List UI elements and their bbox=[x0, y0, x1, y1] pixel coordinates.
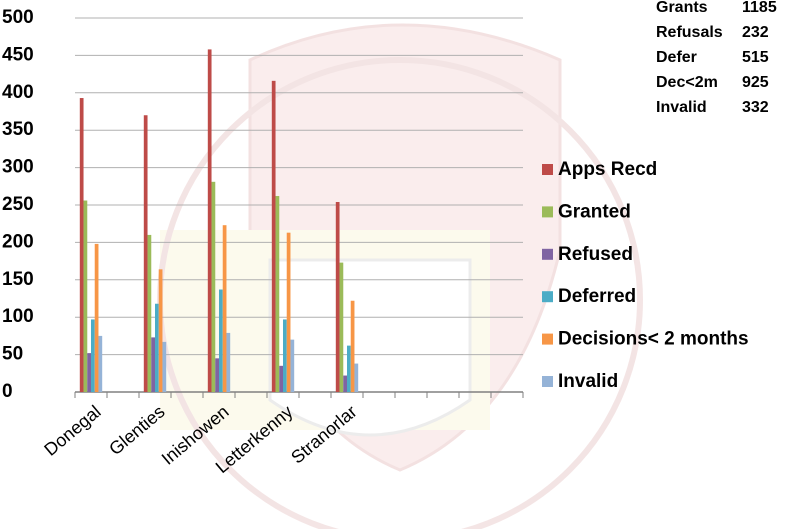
bar bbox=[151, 337, 155, 392]
legend-swatch bbox=[542, 206, 553, 217]
bar bbox=[155, 304, 159, 392]
y-tick-label: 0 bbox=[2, 381, 13, 402]
bar bbox=[351, 301, 355, 392]
legend-swatch bbox=[542, 291, 553, 302]
x-tick-label: Glenties bbox=[105, 401, 168, 459]
legend-swatch bbox=[542, 164, 553, 175]
annotation-label: Refusals bbox=[656, 24, 723, 41]
bar bbox=[159, 269, 163, 392]
y-tick-label: 350 bbox=[2, 119, 34, 140]
annotation-label: Defer bbox=[656, 49, 697, 66]
bar bbox=[340, 263, 344, 392]
legend-swatch bbox=[542, 334, 553, 345]
bar bbox=[283, 319, 287, 392]
annotation-value: 1185 bbox=[742, 0, 777, 16]
legend-label: Invalid bbox=[558, 371, 618, 392]
annotation-label: Dec<2m bbox=[656, 74, 718, 91]
bar bbox=[144, 115, 148, 392]
bar bbox=[148, 235, 152, 392]
legend-label: Granted bbox=[558, 201, 631, 222]
legend-label: Refused bbox=[558, 244, 633, 265]
legend-label: Deferred bbox=[558, 286, 636, 307]
bar bbox=[219, 290, 223, 392]
y-tick-label: 450 bbox=[2, 44, 34, 65]
bar bbox=[272, 81, 276, 392]
bar bbox=[98, 336, 102, 392]
y-tick-label: 150 bbox=[2, 269, 34, 290]
y-tick-label: 250 bbox=[2, 194, 34, 215]
bar bbox=[223, 225, 227, 392]
annotation-label: Invalid bbox=[656, 99, 707, 116]
bar bbox=[343, 376, 347, 392]
legend-swatch bbox=[542, 376, 553, 387]
x-tick-label: Donegal bbox=[40, 401, 104, 459]
bar bbox=[290, 340, 294, 392]
bar bbox=[162, 342, 166, 392]
bar bbox=[354, 364, 358, 392]
bar bbox=[212, 182, 216, 392]
bar bbox=[336, 202, 340, 392]
bar bbox=[279, 366, 283, 392]
annotation-value: 925 bbox=[742, 74, 769, 91]
bar bbox=[91, 319, 95, 392]
y-tick-label: 50 bbox=[2, 344, 23, 365]
legend-label: Decisions< 2 months bbox=[558, 329, 749, 350]
y-tick-label: 500 bbox=[2, 7, 34, 28]
annotation-value: 332 bbox=[742, 99, 769, 116]
bar bbox=[287, 233, 291, 392]
bar bbox=[208, 49, 212, 392]
bar bbox=[347, 346, 351, 392]
legend-swatch bbox=[542, 249, 553, 260]
bar bbox=[226, 333, 230, 392]
annotation-label: Grants bbox=[656, 0, 708, 16]
bar bbox=[95, 244, 99, 392]
y-tick-label: 400 bbox=[2, 82, 34, 103]
annotation-value: 515 bbox=[742, 49, 769, 66]
bar bbox=[215, 358, 219, 392]
bar bbox=[87, 353, 91, 392]
y-tick-label: 300 bbox=[2, 157, 34, 178]
y-tick-label: 200 bbox=[2, 231, 34, 252]
legend-label: Apps Recd bbox=[558, 159, 657, 180]
bar bbox=[84, 201, 88, 392]
chart: 0 50 100 150 200 250 300 350 400 450 500 DonegalGle… bbox=[0, 0, 808, 529]
annotation-value: 232 bbox=[742, 24, 769, 41]
bar bbox=[276, 196, 280, 392]
bar bbox=[80, 98, 84, 392]
y-tick-label: 100 bbox=[2, 306, 34, 327]
